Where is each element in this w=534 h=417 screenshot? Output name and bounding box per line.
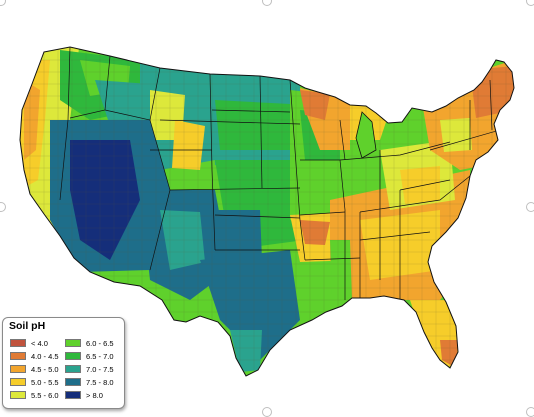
legend-label: < 4.0 (31, 338, 48, 348)
legend-label: 6.5 - 7.0 (86, 351, 114, 361)
legend-swatch (65, 365, 81, 373)
resize-handle-top-right[interactable] (526, 0, 534, 6)
state-boundaries (59, 47, 501, 300)
legend-swatch (65, 391, 81, 399)
legend-title: Soil pH (9, 320, 46, 332)
legend-item: 7.0 - 7.5 (65, 364, 114, 374)
legend-label: > 8.0 (86, 390, 103, 400)
legend-swatch (10, 378, 26, 386)
legend-item: 4.5 - 5.0 (10, 364, 59, 374)
legend-label: 7.0 - 7.5 (86, 364, 114, 374)
legend-swatch (65, 339, 81, 347)
legend-item: 4.0 - 4.5 (10, 351, 59, 361)
resize-handle-right[interactable] (526, 202, 534, 212)
legend-item: 5.5 - 6.0 (10, 390, 59, 400)
legend-item: 7.5 - 8.0 (65, 377, 114, 387)
legend-item: > 8.0 (65, 390, 103, 400)
legend-item: 6.5 - 7.0 (65, 351, 114, 361)
legend-swatch (65, 352, 81, 360)
legend-label: 6.0 - 6.5 (86, 338, 114, 348)
legend-label: 7.5 - 8.0 (86, 377, 114, 387)
legend-swatch (10, 339, 26, 347)
legend-label: 5.0 - 5.5 (31, 377, 59, 387)
legend-item: < 4.0 (10, 338, 48, 348)
resize-handle-left[interactable] (0, 202, 6, 212)
legend-item: 5.0 - 5.5 (10, 377, 59, 387)
resize-handle-bottom[interactable] (262, 407, 272, 417)
legend-swatch (10, 352, 26, 360)
legend-item: 6.0 - 6.5 (65, 338, 114, 348)
resize-handle-top[interactable] (262, 0, 272, 6)
resize-handle-bottom-right[interactable] (526, 407, 534, 417)
legend-swatch (65, 378, 81, 386)
legend: Soil pH < 4.0 4.0 - 4.5 4.5 - 5.0 5.0 - … (2, 317, 125, 409)
legend-swatch (10, 365, 26, 373)
legend-label: 5.5 - 6.0 (31, 390, 59, 400)
resize-handle-top-left[interactable] (0, 0, 6, 6)
legend-label: 4.5 - 5.0 (31, 364, 59, 374)
legend-label: 4.0 - 4.5 (31, 351, 59, 361)
legend-swatch (10, 391, 26, 399)
